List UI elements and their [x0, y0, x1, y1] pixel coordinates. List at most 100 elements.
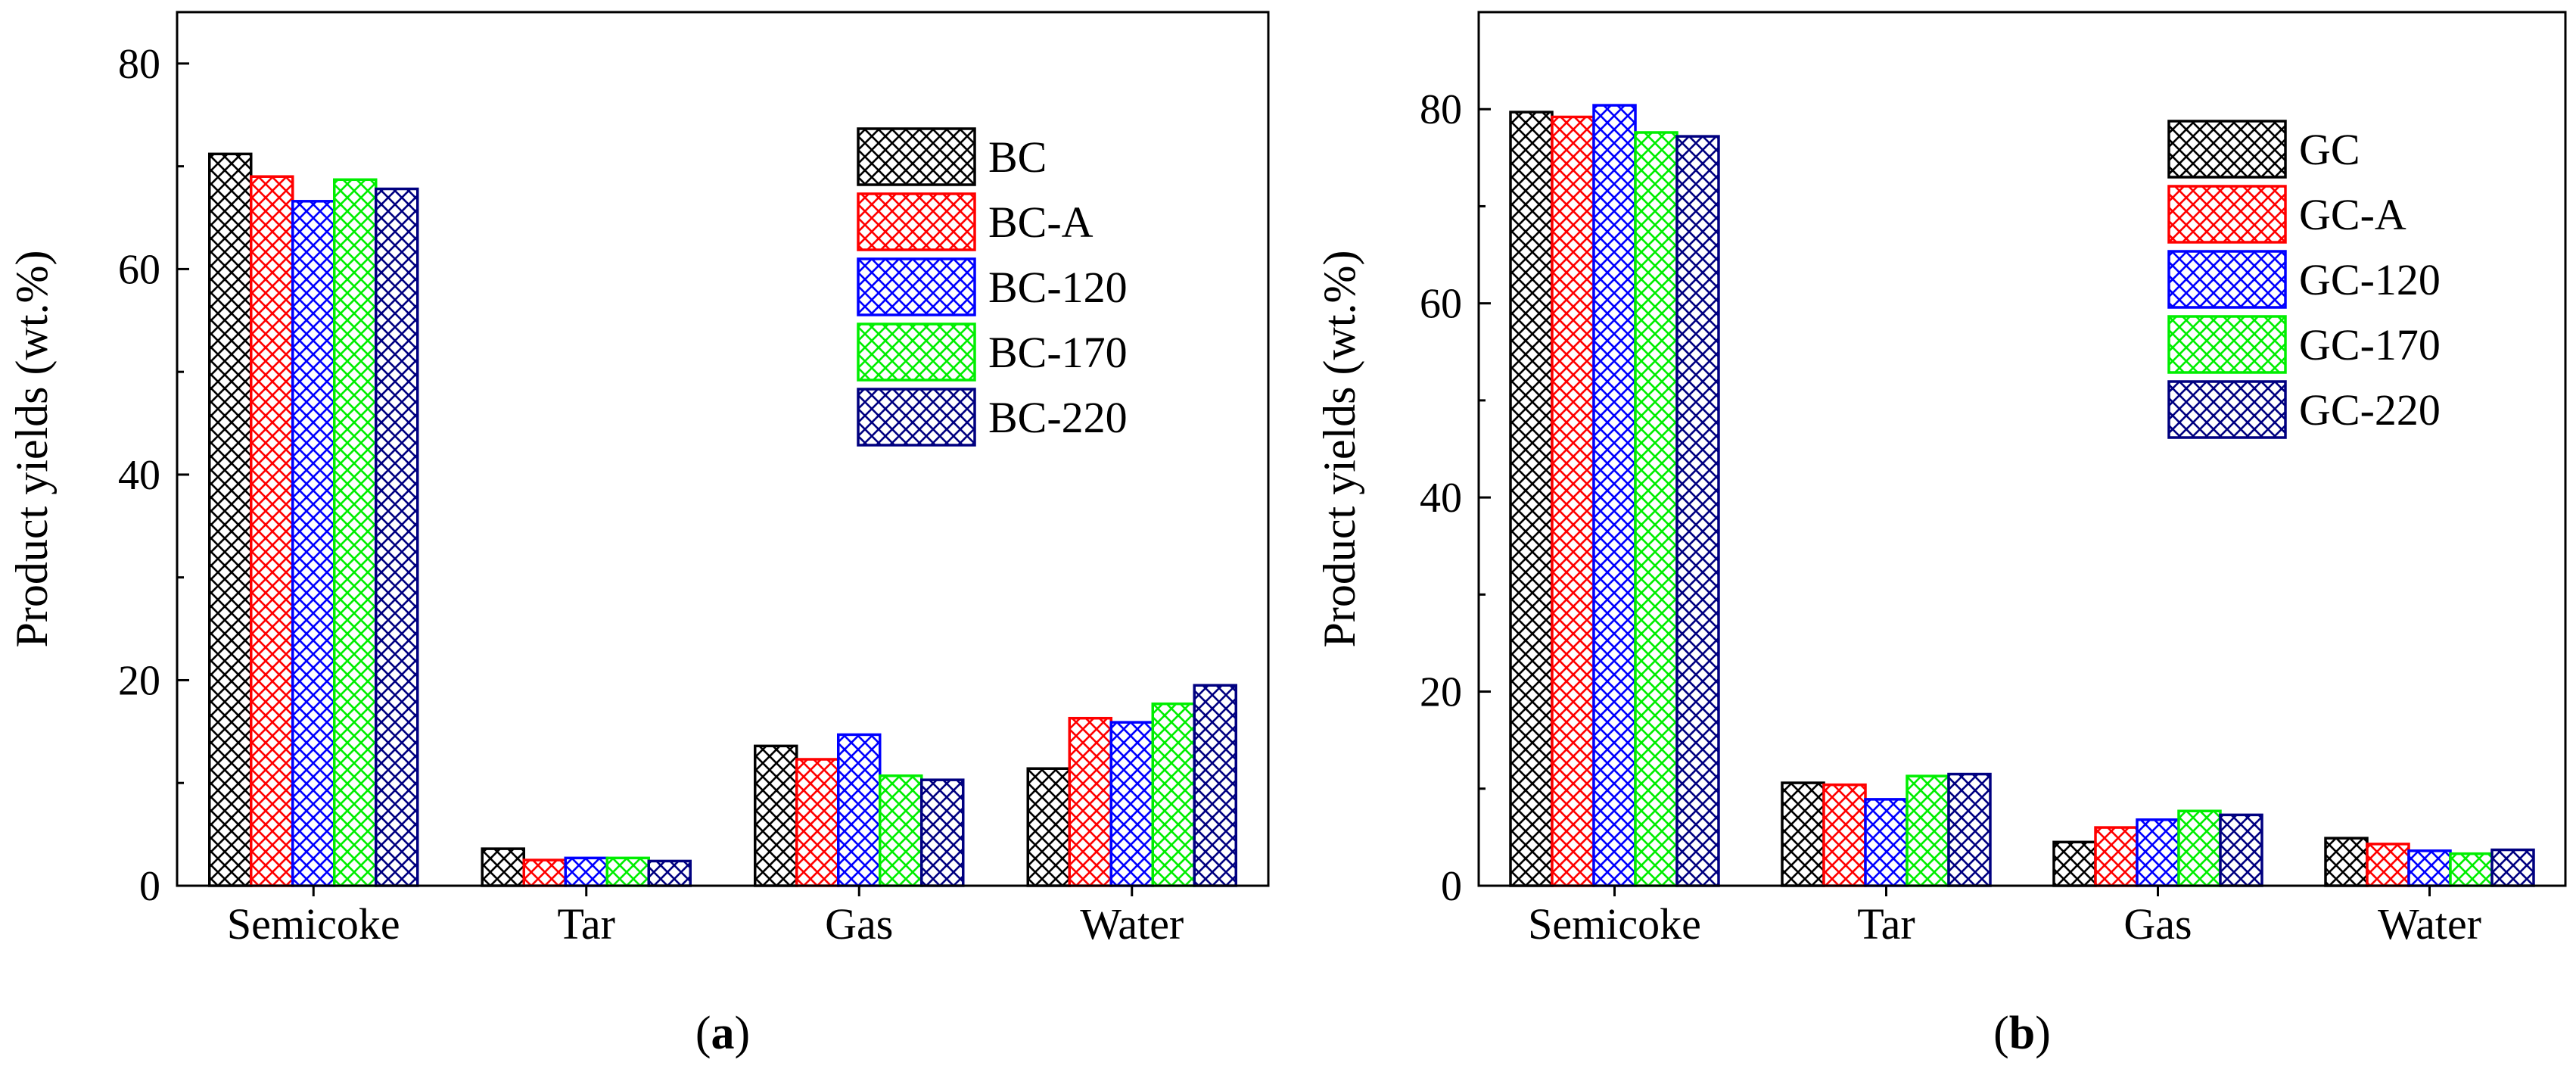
bar-bc-a-gas	[795, 758, 840, 887]
legend-swatch-gc	[2167, 120, 2287, 179]
bar-bc-220-semicoke	[375, 187, 419, 887]
bar-bc-170-water	[1151, 702, 1196, 887]
legend-swatch-gc-a	[2167, 185, 2287, 244]
legend-label-bc-a: BC-A	[988, 198, 1094, 247]
bar-gc-120-tar	[1864, 798, 1909, 887]
bar-gc-120-semicoke	[1592, 104, 1637, 887]
bar-bc-170-gas	[879, 774, 923, 887]
y-tick-label: 20	[118, 657, 160, 704]
legend-swatch-bc	[857, 127, 976, 186]
x-tick-label-semicoke: Semicoke	[227, 899, 400, 949]
bar-bc-a-tar	[522, 858, 567, 887]
legend-label-bc-120: BC-120	[988, 263, 1128, 312]
bar-gc-120-gas	[2136, 818, 2180, 887]
panel-label-close-paren: )	[2035, 1008, 2051, 1059]
legend: GC GC-A GC-120 GC-170 GC-220	[2167, 120, 2441, 439]
panel-label-open-paren: (	[695, 1008, 711, 1059]
bar-bc-220-water	[1193, 684, 1237, 887]
x-tick-label-gas: Gas	[2123, 899, 2192, 949]
legend-swatch-bc-170	[857, 322, 976, 382]
bar-bc-170-semicoke	[333, 178, 378, 887]
legend-label-gc-220: GC-220	[2299, 385, 2441, 435]
legend-swatch-bc-220	[857, 388, 976, 447]
legend-label-gc: GC	[2299, 125, 2360, 174]
panel-label: (b)	[1993, 1008, 2051, 1059]
legend-swatch-bc-a	[857, 192, 976, 251]
legend-swatch-bc-120	[857, 257, 976, 316]
y-tick-label: 80	[1420, 86, 1462, 133]
bar-gc-170-tar	[1906, 774, 1950, 887]
bar-bc-120-water	[1109, 721, 1154, 887]
bar-gc-120-water	[2407, 849, 2452, 887]
y-axis: 0 20 40 60 80	[118, 41, 189, 910]
bar-gc-170-water	[2449, 852, 2494, 887]
legend-label-gc-170: GC-170	[2299, 320, 2441, 369]
bar-bc-220-tar	[647, 859, 692, 887]
y-tick-label: 0	[139, 863, 160, 910]
bar-bc-120-semicoke	[291, 200, 336, 887]
panel-a: 0 20 40 60 80 Semicoke Tar Gas Water Product yiel…	[7, 11, 1270, 1059]
bar-gc-tar	[1781, 781, 1825, 887]
bar-bc-tar	[481, 847, 525, 887]
panel-label-letter: a	[711, 1008, 735, 1059]
panel-label-letter: b	[2009, 1008, 2035, 1059]
bar-bc-a-semicoke	[250, 175, 294, 887]
y-tick-label: 80	[118, 41, 160, 88]
x-axis: Semicoke Tar Gas Water	[1528, 886, 2481, 949]
legend-label-bc: BC	[988, 132, 1047, 182]
panel-b: 0 20 40 60 80 Semicoke Tar Gas Water Product yiel…	[1314, 11, 2567, 1059]
x-tick-label-tar: Tar	[1857, 899, 1915, 949]
bar-gc-a-tar	[1822, 783, 1867, 887]
y-tick-label: 40	[118, 452, 160, 499]
y-axis-label: Product yields (wt.%)	[1314, 251, 1364, 648]
legend-swatch-gc-120	[2167, 250, 2287, 309]
panel-label: (a)	[695, 1008, 750, 1059]
x-tick-label-water: Water	[1080, 899, 1184, 949]
bar-bc-water	[1026, 767, 1071, 887]
y-tick-label: 60	[1420, 281, 1462, 328]
bar-gc-220-water	[2490, 848, 2535, 887]
legend: BC BC-A BC-120 BC-170 BC-220	[857, 127, 1128, 447]
x-axis: Semicoke Tar Gas Water	[227, 886, 1184, 949]
bar-gc-170-semicoke	[1634, 131, 1678, 887]
legend-label-bc-220: BC-220	[988, 393, 1128, 442]
plot-frame	[176, 11, 1270, 887]
plot-frame	[1477, 11, 2567, 887]
bar-bc-170-tar	[605, 856, 650, 887]
y-axis-label: Product yields (wt.%)	[7, 251, 57, 648]
y-tick-label: 0	[1441, 863, 1462, 910]
legend-swatch-gc-220	[2167, 380, 2287, 439]
bar-gc-semicoke	[1509, 111, 1554, 887]
legend-label-gc-120: GC-120	[2299, 255, 2441, 304]
x-tick-label-semicoke: Semicoke	[1528, 899, 1701, 949]
y-tick-label: 40	[1420, 475, 1462, 522]
bar-bc-gas	[754, 744, 798, 887]
bars	[1509, 104, 2535, 887]
bar-gc-a-water	[2366, 843, 2410, 887]
panel-label-close-paren: )	[735, 1008, 751, 1059]
bar-gc-a-semicoke	[1551, 115, 1595, 887]
bars	[208, 152, 1237, 887]
legend-label-gc-a: GC-A	[2299, 190, 2406, 239]
x-tick-label-tar: Tar	[558, 899, 615, 949]
bar-bc-220-gas	[920, 778, 965, 887]
bar-gc-a-gas	[2094, 826, 2139, 887]
y-tick-label: 20	[1420, 669, 1462, 716]
x-tick-label-water: Water	[2378, 899, 2481, 949]
bar-gc-gas	[2052, 840, 2097, 887]
bar-bc-a-water	[1068, 716, 1112, 887]
x-tick-label-gas: Gas	[825, 899, 893, 949]
bar-bc-semicoke	[208, 152, 253, 887]
bar-gc-220-tar	[1947, 772, 1992, 887]
bar-gc-220-semicoke	[1675, 135, 1720, 887]
y-tick-label: 60	[118, 246, 160, 293]
panel-label-open-paren: (	[1993, 1008, 2009, 1059]
y-axis: 0 20 40 60 80	[1420, 86, 1491, 910]
bar-gc-170-gas	[2177, 809, 2222, 887]
bar-gc-220-gas	[2219, 813, 2263, 887]
legend-label-bc-170: BC-170	[988, 328, 1128, 377]
bar-bc-120-gas	[837, 733, 882, 887]
bar-bc-120-tar	[564, 856, 608, 887]
bar-gc-water	[2324, 837, 2369, 887]
